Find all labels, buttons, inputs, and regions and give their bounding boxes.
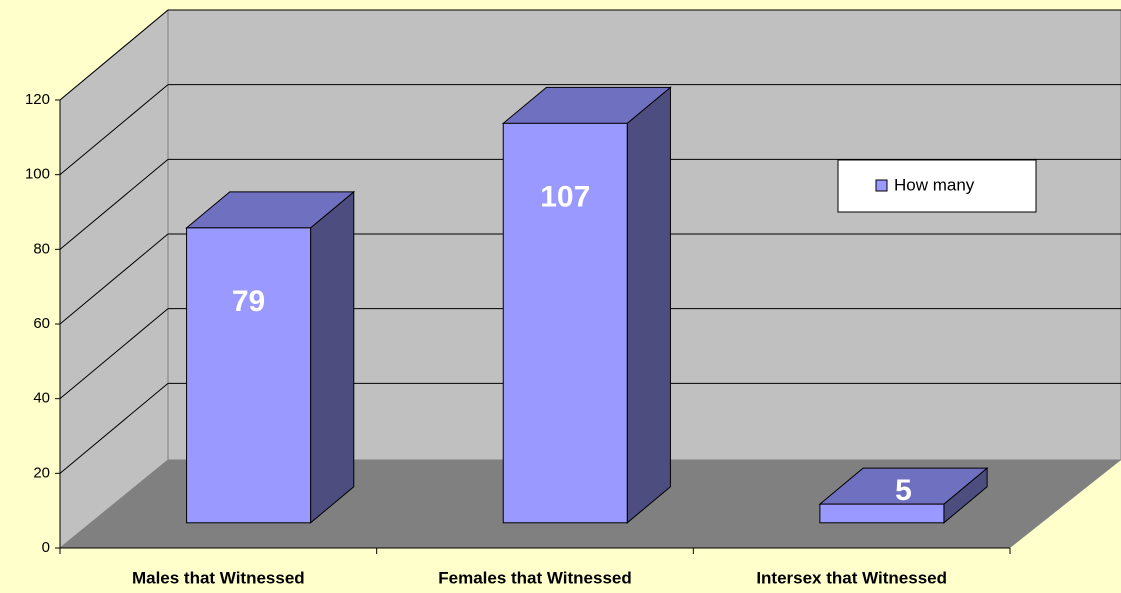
value-label: 5	[895, 474, 912, 507]
y-tick-label: 80	[33, 240, 50, 257]
grid-line	[59, 84, 169, 176]
y-tick-label: 100	[25, 166, 50, 183]
grid-line	[59, 158, 169, 250]
legend-label: How many	[894, 175, 975, 194]
bar-side	[310, 190, 355, 524]
y-tick-label: 120	[25, 91, 50, 108]
value-label: 79	[232, 285, 265, 318]
grid-line	[59, 9, 169, 101]
legend-box	[837, 159, 1037, 213]
bar-side	[626, 86, 671, 524]
x-tick-label: Intersex that Witnessed	[756, 568, 947, 587]
value-label: 107	[540, 180, 590, 213]
x-tick-label: Females that Witnessed	[438, 568, 632, 587]
legend-swatch	[875, 179, 888, 192]
legend: How many	[837, 159, 1037, 213]
bar	[819, 503, 945, 524]
y-tick-label: 0	[42, 539, 50, 556]
bar	[186, 227, 312, 524]
grid-line	[59, 233, 169, 325]
y-tick-label: 40	[33, 390, 50, 407]
y-tick-label: 20	[33, 464, 50, 481]
grid-line	[59, 382, 169, 474]
y-tick-label: 60	[33, 315, 50, 332]
bar	[502, 122, 628, 524]
grid-line	[59, 308, 169, 400]
x-tick-label: Males that Witnessed	[132, 568, 305, 587]
